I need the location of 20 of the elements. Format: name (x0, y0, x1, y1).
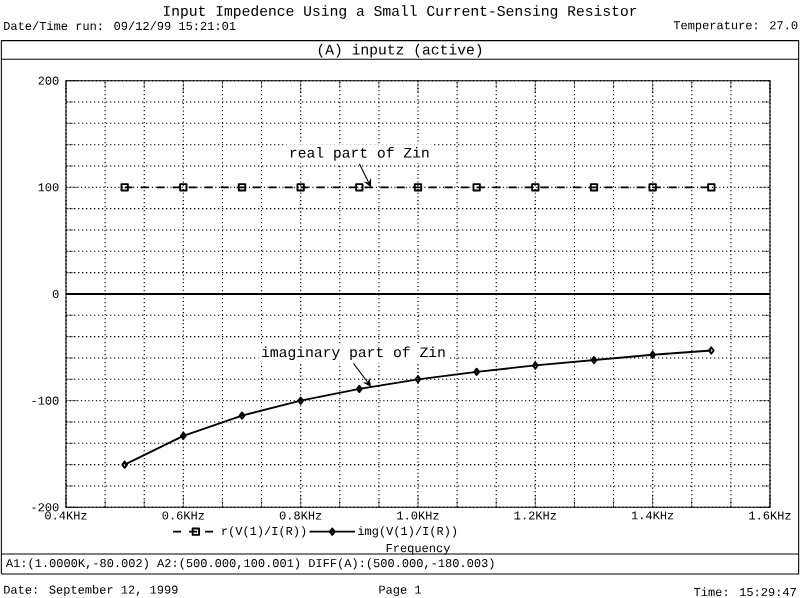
point (531, 361, 539, 370)
point (649, 350, 656, 359)
point (180, 431, 187, 440)
point (296, 183, 305, 192)
point (297, 396, 305, 405)
point (590, 355, 598, 365)
point (237, 183, 247, 192)
point (413, 183, 423, 192)
point (472, 183, 481, 192)
point (355, 183, 364, 192)
point (648, 183, 657, 192)
point (589, 183, 599, 192)
point (120, 183, 129, 192)
point (707, 183, 716, 192)
point (473, 367, 481, 376)
point (414, 375, 422, 384)
point (356, 384, 363, 394)
point (238, 411, 246, 420)
point (179, 183, 188, 192)
point (531, 183, 540, 192)
